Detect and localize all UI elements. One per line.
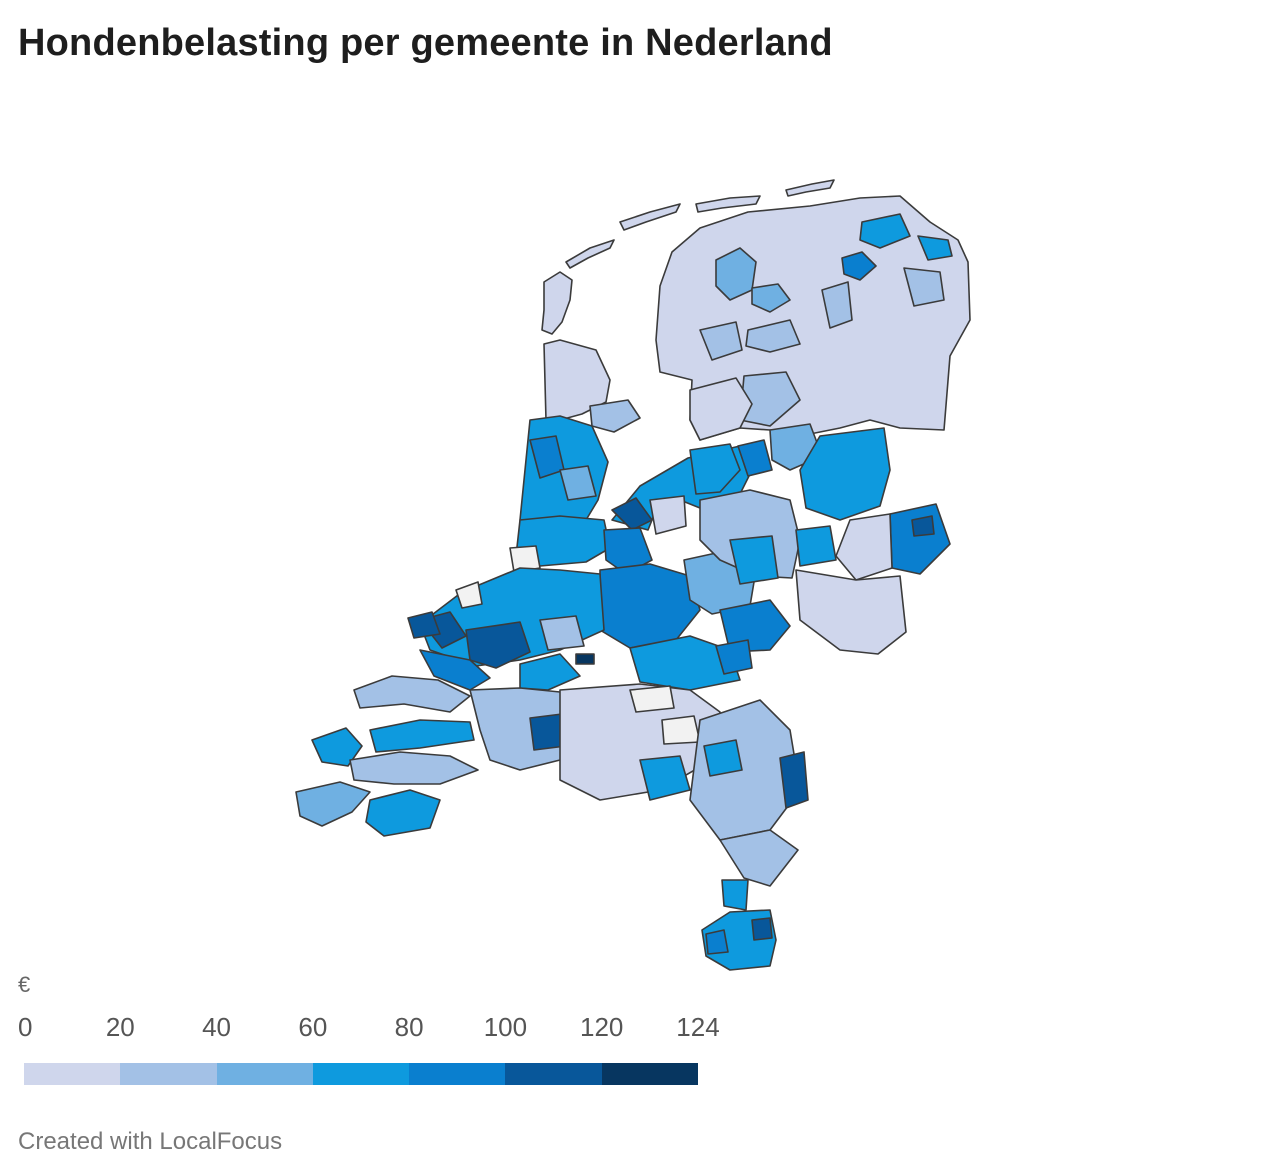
map-region-zeeuws-vlaanderen-west[interactable] [295, 781, 371, 827]
map-region-zaanstad[interactable] [559, 465, 597, 501]
map-region-limburg-north[interactable] [719, 829, 799, 887]
legend-unit: € [18, 972, 31, 997]
map-region-almere[interactable] [611, 497, 653, 531]
map-region-twente[interactable] [835, 513, 893, 581]
map-region-enschede[interactable] [911, 515, 935, 537]
map-region-den-bosch-nodata[interactable] [629, 685, 675, 713]
map-region-zutphen[interactable] [795, 525, 837, 567]
map-region-leiden-nodata[interactable] [455, 581, 483, 609]
legend-tick-label: 80 [394, 1012, 424, 1042]
legend-tick-label: 0 [18, 1012, 33, 1042]
map-regions [295, 179, 971, 971]
map-region-dordrecht[interactable] [519, 653, 581, 691]
legend-color-segment [120, 1063, 217, 1085]
map-region-heerlen[interactable] [751, 917, 773, 941]
map-region-betuwe[interactable] [629, 635, 741, 691]
map-region-zeewolde[interactable] [649, 495, 687, 535]
map-region-smallingerland[interactable] [745, 319, 801, 353]
map-region-maastricht[interactable] [705, 929, 729, 955]
map-region-texel[interactable] [541, 271, 573, 335]
map-region-roermond[interactable] [721, 879, 749, 911]
legend-color-segment [505, 1063, 602, 1085]
legend-tick-label: 20 [105, 1012, 135, 1042]
map-region-haarlem-nodata[interactable] [509, 545, 541, 573]
netherlands-map[interactable] [280, 160, 1000, 980]
map-region-nijmegen[interactable] [715, 639, 753, 675]
map-region-overijssel[interactable] [799, 427, 891, 521]
map-region-helmond[interactable] [703, 739, 743, 777]
legend-color-segment [601, 1063, 698, 1085]
map-region-schiermonnikoog[interactable] [785, 179, 835, 197]
map-region-eindhoven[interactable] [639, 755, 691, 801]
map-region-westland[interactable] [407, 611, 441, 639]
map-region-terschelling[interactable] [619, 203, 681, 231]
map-region-west-friesland[interactable] [589, 399, 641, 433]
map-region-noordoostpolder[interactable] [689, 377, 753, 441]
map-region-leeuwarden[interactable] [751, 283, 791, 313]
map-region-voorne[interactable] [419, 649, 491, 691]
map-region-delfzijl[interactable] [917, 235, 953, 261]
credit-text[interactable]: Created with LocalFocus [18, 1128, 283, 1155]
map-region-rotterdam[interactable] [465, 621, 531, 669]
legend-ticks: 0 20 40 60 80 100 120 124 [0, 1012, 1280, 1046]
legend-color-segment [24, 1063, 121, 1085]
map-region-brabant-east[interactable] [689, 699, 801, 841]
map-region-zeeuws-vlaanderen-mid[interactable] [365, 789, 441, 837]
map-region-venlo[interactable] [779, 751, 809, 809]
legend-tick-label: 120 [580, 1012, 624, 1042]
map-region-vlieland[interactable] [565, 239, 615, 269]
map-region-achterhoek[interactable] [795, 569, 907, 655]
map-region-oldambt[interactable] [903, 267, 945, 307]
map-region-groningen-dark[interactable] [841, 251, 877, 281]
legend-color-segment [312, 1063, 410, 1085]
map-region-kampen[interactable] [737, 439, 773, 477]
chart-title: Hondenbelasting per gemeente in Nederlan… [18, 22, 833, 64]
map-region-ameland[interactable] [695, 195, 761, 213]
legend-tick-label: 60 [298, 1012, 328, 1042]
legend-tick-label: 124 [676, 1012, 720, 1042]
map-region-sneek[interactable] [699, 321, 743, 361]
map-region-zwijndrecht-dark[interactable] [575, 653, 595, 665]
map-region-vught-nodata[interactable] [661, 715, 701, 745]
map-region-hengelo[interactable] [889, 503, 951, 575]
map-region-drenthe-blue[interactable] [821, 281, 853, 329]
map-region-apeldoorn[interactable] [729, 535, 779, 585]
map-region-zuid-beveland[interactable] [349, 751, 479, 785]
map-region-gouda[interactable] [539, 615, 585, 651]
map-region-schouwen[interactable] [353, 675, 471, 713]
legend-tick-label: 40 [202, 1012, 232, 1042]
map-region-walcheren[interactable] [311, 727, 363, 767]
legend-color-segment [216, 1063, 313, 1085]
legend-color-bar [24, 1063, 698, 1085]
map-region-dronten[interactable] [689, 443, 741, 495]
legend-tick-label: 100 [483, 1012, 528, 1042]
map-region-utrecht[interactable] [599, 563, 701, 649]
map-region-noord-beveland[interactable] [369, 719, 475, 753]
map-region-groningen-blue[interactable] [859, 213, 911, 249]
legend-color-segment [409, 1063, 506, 1085]
